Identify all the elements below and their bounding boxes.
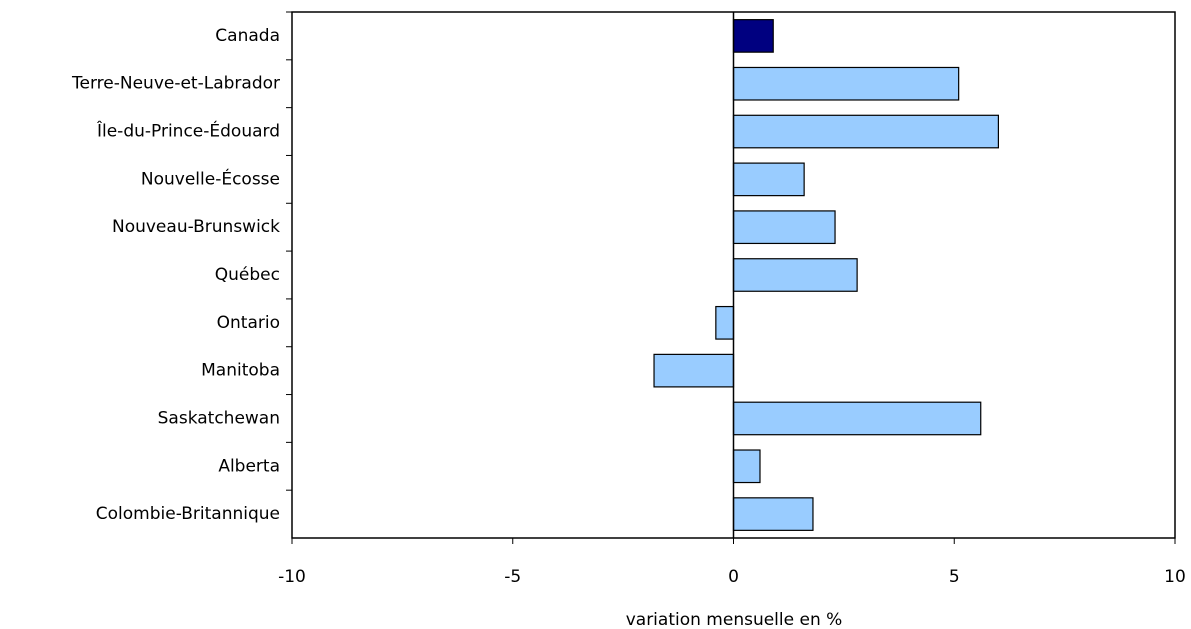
y-tick-label: Québec [215,265,280,285]
x-tick-label: 5 [949,567,960,587]
bar [732,497,814,531]
bar [732,162,805,197]
y-tick-label: Manitoba [201,361,280,381]
x-tick-label: -10 [278,567,306,587]
bar [653,353,735,388]
y-tick-label: Alberta [218,456,280,476]
y-tick-label: Nouveau-Brunswick [112,217,280,237]
y-tick-label: Colombie-Britannique [96,504,280,524]
x-tick-label: 0 [728,567,739,587]
bar [715,305,735,340]
bar [732,19,774,53]
y-tick-label: Nouvelle-Écosse [141,167,280,189]
bar [732,66,960,101]
y-tick-label: Canada [215,26,280,46]
y-tick-label: Saskatchewan [158,408,280,428]
y-tick-label: Terre-Neuve-et-Labrador [71,74,280,94]
bar [732,449,761,484]
bar [732,114,999,149]
y-tick-label: Ontario [217,313,280,333]
y-tick-label: Île-du-Prince-Édouard [96,120,280,142]
x-axis-label: variation mensuelle en % [626,610,843,629]
x-tick-label: -5 [504,567,521,587]
x-tick-label: 10 [1164,567,1186,587]
bar [732,210,836,245]
bar [732,401,982,436]
bar [732,258,858,292]
